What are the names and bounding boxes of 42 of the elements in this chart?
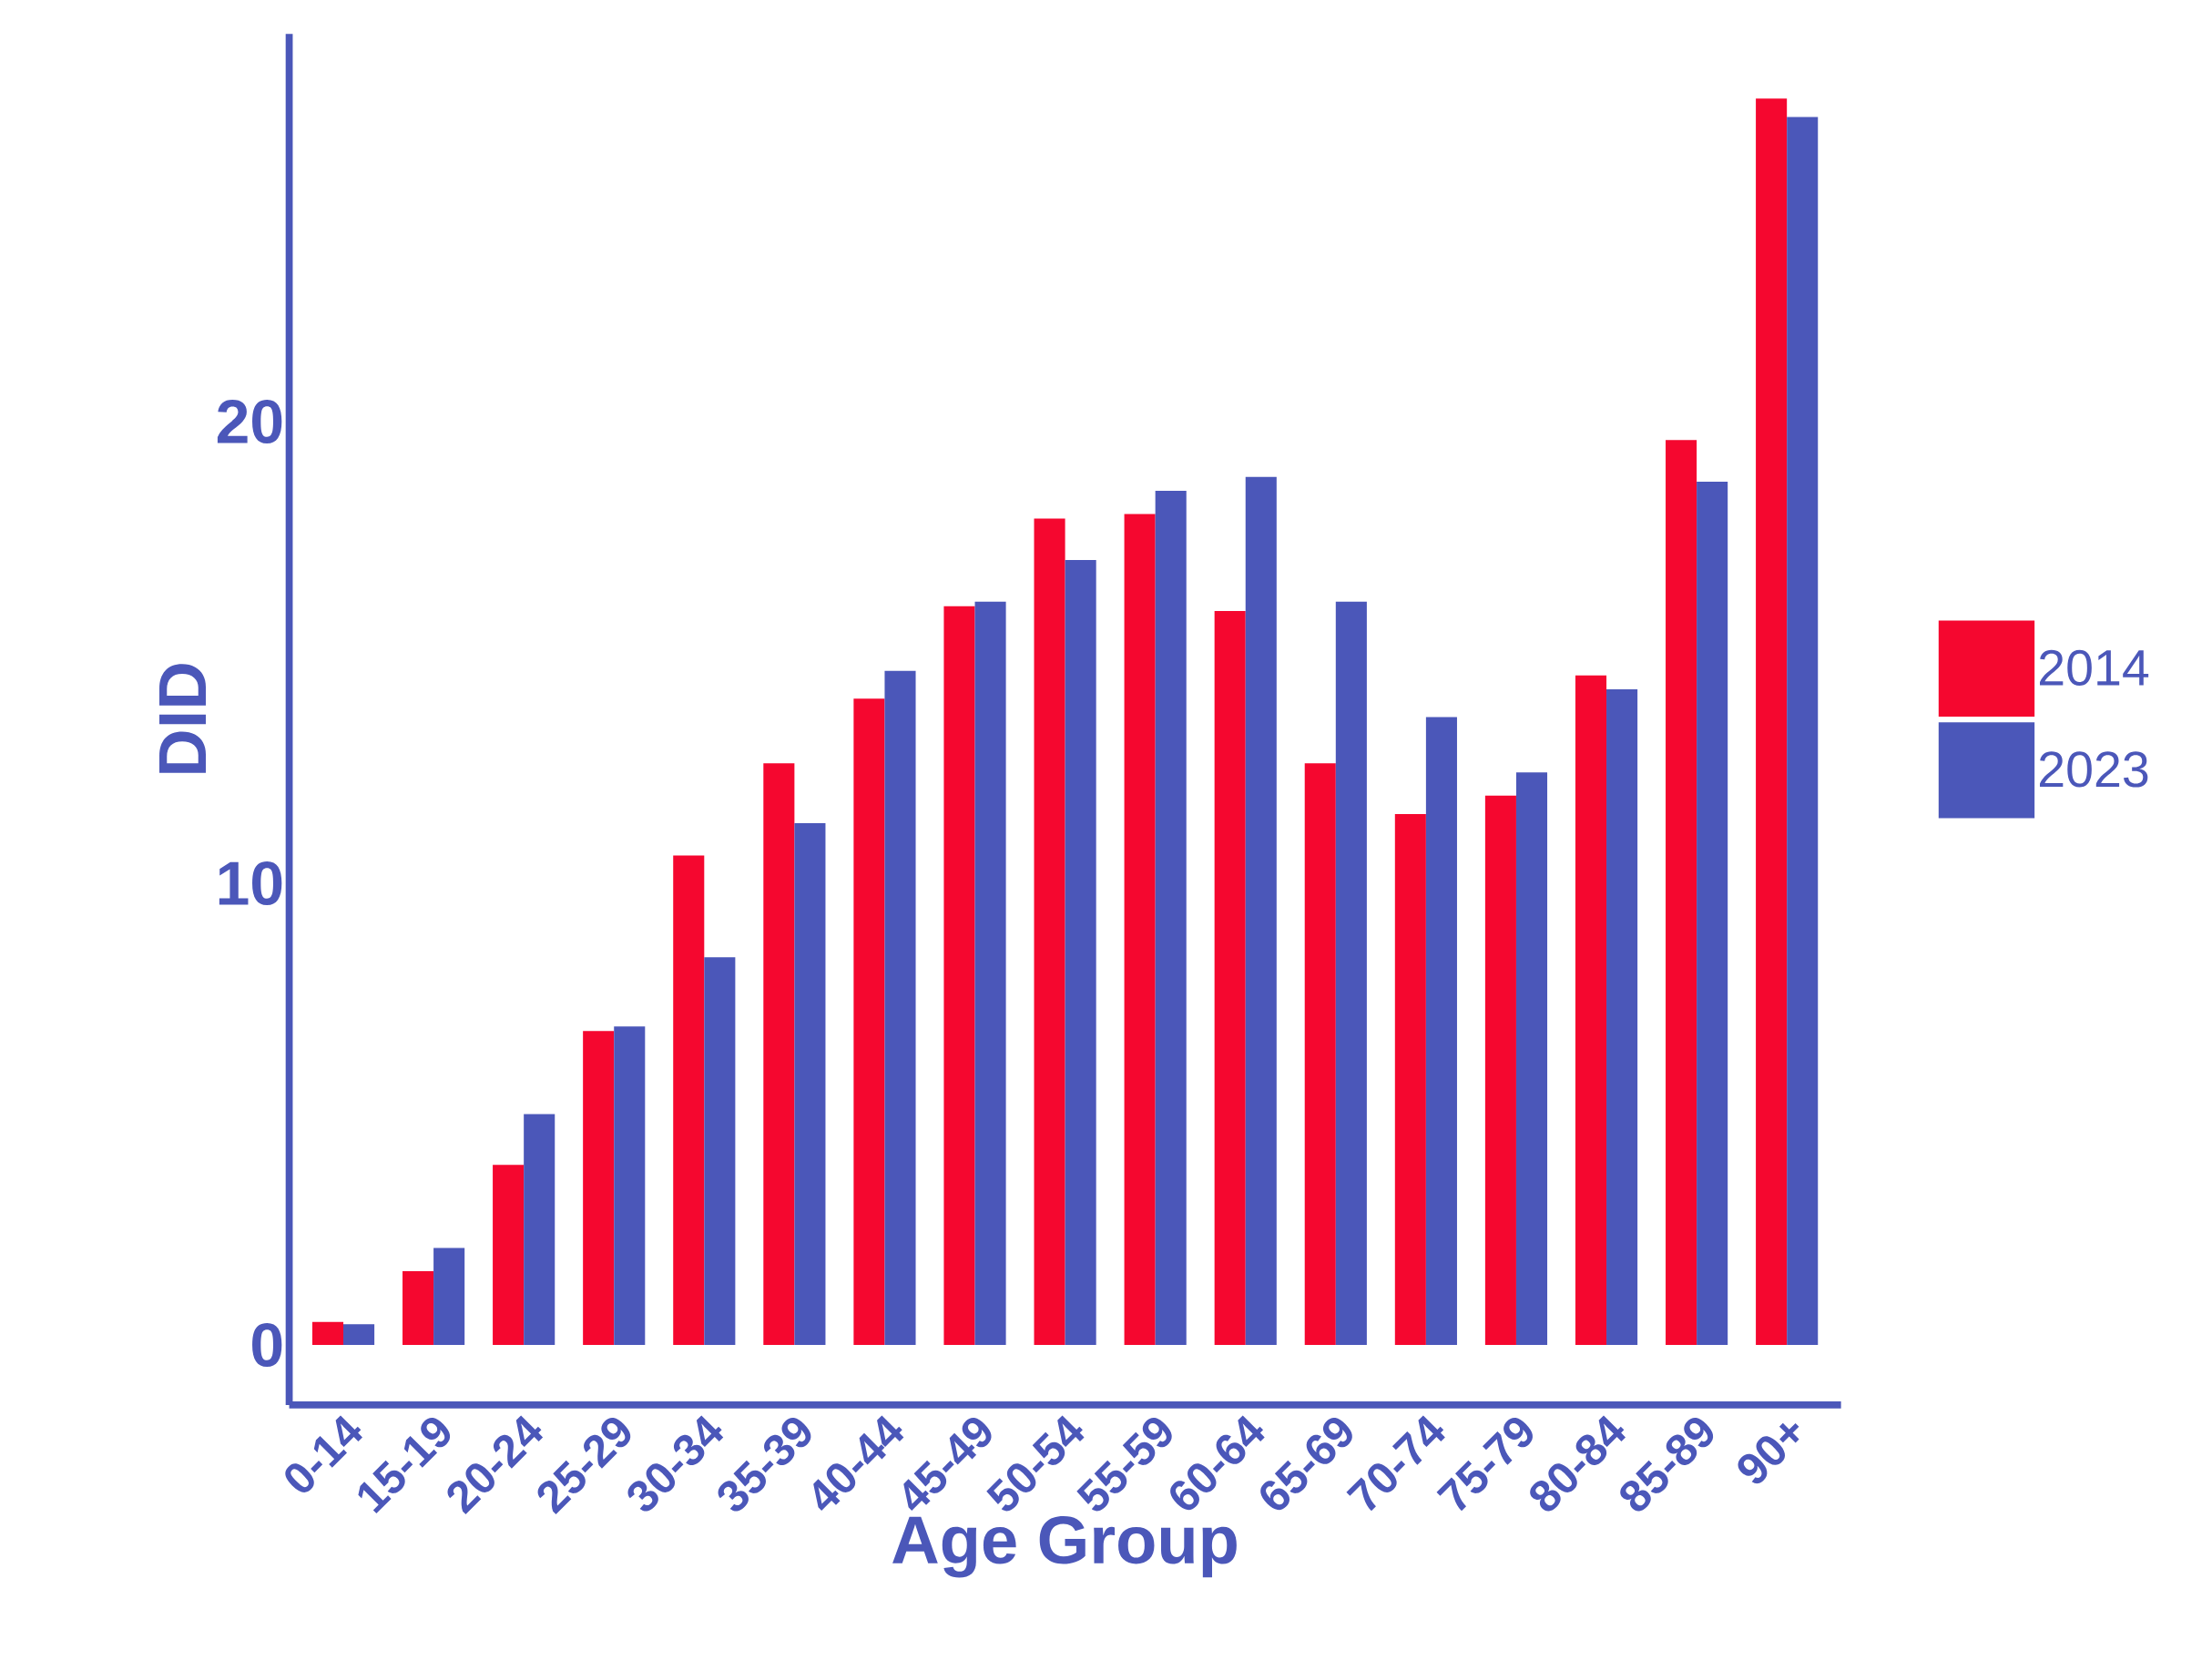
bar (704, 956, 736, 1345)
bar (433, 1248, 465, 1345)
bar (311, 1321, 344, 1345)
bar (1124, 514, 1156, 1345)
bar (853, 698, 885, 1345)
y-axis-title: DID (159, 664, 206, 773)
bar (583, 1031, 615, 1345)
bar (673, 855, 705, 1345)
legend-label: 2023 (2040, 751, 2148, 788)
bar (974, 601, 1006, 1345)
bar (1304, 763, 1336, 1345)
bar (1394, 813, 1426, 1345)
bar (1034, 518, 1065, 1345)
bar (1484, 795, 1516, 1345)
bar (1697, 481, 1728, 1345)
bar (1787, 117, 1819, 1345)
bar (1245, 476, 1277, 1345)
bar (943, 606, 975, 1345)
y-tick-label: 20 (217, 399, 282, 443)
bar (884, 670, 916, 1345)
bar (343, 1324, 375, 1345)
y-tick-label: 0 (252, 1322, 282, 1367)
bar (493, 1165, 525, 1345)
y-tick-label: 10 (219, 861, 282, 905)
bar (1425, 717, 1457, 1345)
bar (1065, 559, 1096, 1345)
bar (763, 763, 795, 1345)
x-axis-title: Age Group (892, 1515, 1237, 1578)
bar (1606, 688, 1638, 1345)
bar (1155, 490, 1187, 1345)
bar (1756, 97, 1788, 1345)
bar (1515, 772, 1548, 1345)
bar (794, 822, 826, 1345)
x-tick-label: 90+ (1738, 1422, 1799, 1483)
bar (1335, 601, 1367, 1345)
bar (1575, 675, 1607, 1345)
legend-label: 2014 (2040, 649, 2149, 686)
bar (1666, 440, 1697, 1345)
bar (403, 1270, 434, 1345)
bar (614, 1026, 646, 1345)
bar (524, 1114, 556, 1345)
bar (1214, 610, 1246, 1345)
